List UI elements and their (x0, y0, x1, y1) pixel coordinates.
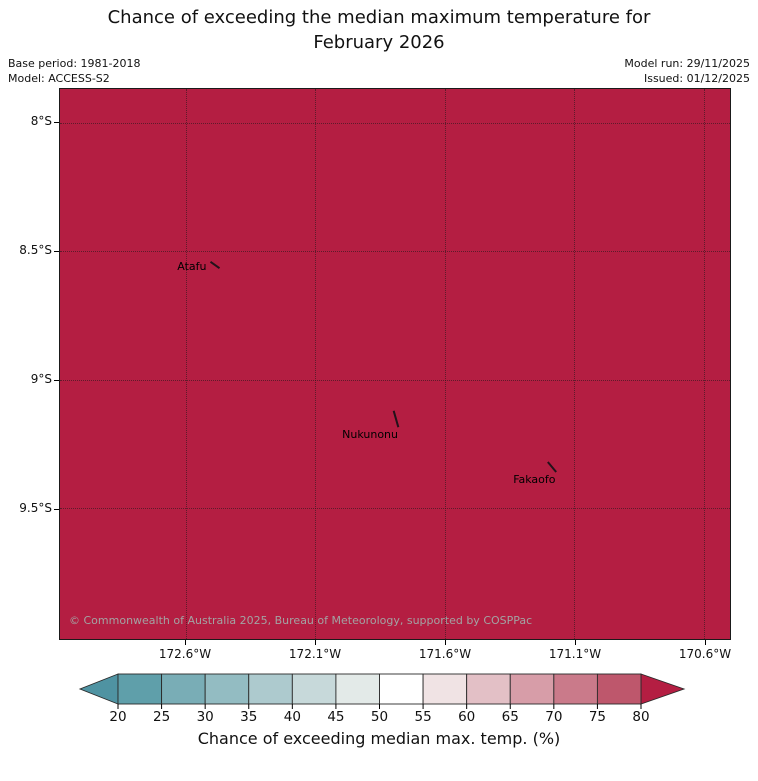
colorbar-segment (204, 673, 250, 705)
longitude-gridline (574, 89, 576, 639)
meta-right: Model run: 29/11/2025 Issued: 01/12/2025 (624, 56, 750, 86)
colorbar-segment (335, 673, 380, 705)
colorbar-segment (509, 673, 555, 705)
page-title: Chance of exceeding the median maximum t… (0, 5, 758, 55)
latitude-tick (54, 122, 59, 123)
colorbar-tick-label: 40 (284, 709, 301, 724)
longitude-tick (575, 640, 577, 645)
longitude-gridline (185, 89, 187, 639)
colorbar-segment (291, 673, 337, 705)
colorbar-tick-label: 60 (458, 709, 475, 724)
longitude-tick-label: 171.1°W (548, 647, 602, 661)
longitude-tick-label: 171.6°W (418, 647, 472, 661)
colorbar-left-arrow (78, 673, 119, 705)
longitude-tick-label: 170.6°W (678, 647, 732, 661)
longitude-gridline (704, 89, 706, 639)
map-canvas: © Commonwealth of Australia 2025, Bureau… (59, 88, 731, 640)
place-label: Fakaofo (513, 472, 556, 486)
colorbar-tick-label: 80 (632, 709, 649, 724)
colorbar-segment (248, 673, 293, 705)
latitude-gridline (60, 508, 730, 510)
latitude-gridline (60, 122, 730, 124)
latitude-tick (54, 509, 59, 510)
colorbar-tick-label: 20 (109, 709, 126, 724)
colorbar-tick-label: 45 (327, 709, 344, 724)
colorbar-tick-label: 75 (589, 709, 606, 724)
longitude-gridline (444, 89, 446, 639)
latitude-tick-label: 8.5°S (19, 243, 52, 257)
colorbar-tick-label: 65 (502, 709, 519, 724)
longitude-tick (185, 640, 186, 645)
latitude-tick (54, 251, 59, 252)
colorbar-segment (117, 673, 163, 705)
copyright-notice: © Commonwealth of Australia 2025, Bureau… (69, 614, 533, 627)
latitude-tick-label: 9.5°S (19, 501, 52, 515)
colorbar-right-arrow (640, 673, 686, 705)
colorbar-tick-label: 30 (197, 709, 214, 724)
longitude-tick-label: 172.6°W (158, 647, 212, 661)
page-title-line1: Chance of exceeding the median maximum t… (107, 7, 651, 28)
model-label: Model: ACCESS-S2 (8, 72, 110, 85)
latitude-tick (54, 380, 59, 381)
island-marker-icon (392, 410, 400, 428)
base-period-label: Base period: 1981-2018 (8, 57, 141, 70)
place-label: Atafu (177, 260, 207, 274)
latitude-gridline (60, 379, 730, 381)
colorbar-segment (466, 673, 511, 705)
longitude-gridline (315, 89, 317, 639)
colorbar-tick-label: 70 (545, 709, 562, 724)
colorbar-tick-label: 55 (414, 709, 431, 724)
meta-left: Base period: 1981-2018 Model: ACCESS-S2 (8, 56, 140, 86)
colorbar-segment (553, 673, 598, 705)
colorbar-segment (422, 673, 468, 705)
colorbar-tick-label: 50 (371, 709, 388, 724)
longitude-tick (444, 640, 446, 645)
colorbar-segment (379, 673, 424, 705)
colorbar: 20 25 30 35 40 45 50 55 60 65 70 75 80 (78, 673, 686, 724)
island-marker-icon (209, 261, 220, 270)
model-run-label: Model run: 29/11/2025 (624, 57, 750, 70)
issued-label: Issued: 01/12/2025 (643, 72, 750, 85)
colorbar-segment (596, 673, 642, 705)
colorbar-tick-label: 25 (153, 709, 170, 724)
longitude-tick-label: 172.1°W (288, 647, 342, 661)
colorbar-tick-label: 35 (240, 709, 257, 724)
island-marker-icon (546, 461, 557, 473)
page-title-line2: February 2026 (313, 32, 445, 53)
latitude-gridline (60, 251, 730, 253)
longitude-tick (315, 640, 317, 645)
longitude-tick (704, 640, 706, 645)
colorbar-segment (161, 673, 206, 705)
latitude-tick-label: 9°S (30, 372, 52, 386)
colorbar-label: Chance of exceeding median max. temp. (%… (197, 729, 561, 748)
latitude-tick-label: 8°S (30, 114, 52, 128)
place-label: Nukunonu (342, 427, 398, 441)
